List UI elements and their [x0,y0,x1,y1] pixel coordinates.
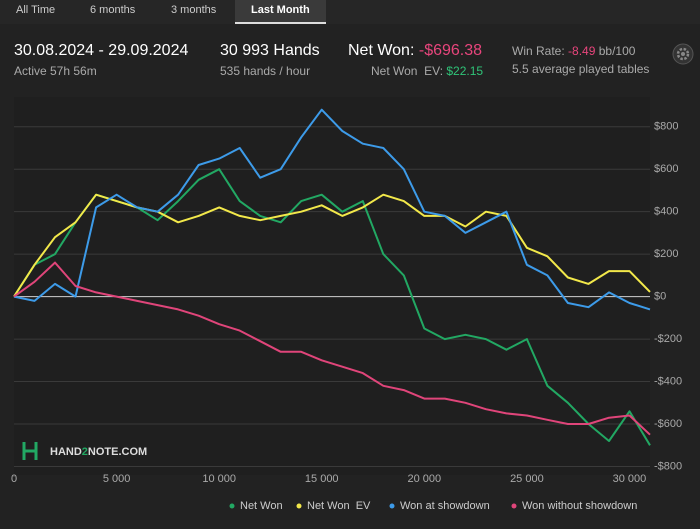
logo-part: NOTE.COM [88,446,147,458]
tab[interactable]: 3 months [171,4,217,16]
settings-icon[interactable] [672,43,694,65]
logo-part: HAND [50,446,82,458]
y-tick-label: $800 [654,121,678,133]
series-line [13,193,651,298]
y-tick-label: $0 [654,291,666,303]
x-tick-label: 25 000 [510,473,544,485]
legend-marker [296,503,302,509]
x-tick-label: 20 000 [407,473,441,485]
tab[interactable]: 6 months [90,4,136,16]
tab[interactable]: All Time [16,4,56,16]
logo-icon [22,442,38,460]
logo-part: 2 [82,446,88,458]
y-tick-label: $200 [654,248,678,260]
y-tick-label: $600 [654,163,678,175]
x-tick-label: 15 000 [305,473,339,485]
y-tick-label: $400 [654,206,678,218]
date-range: 30.08.2024 - 29.09.2024 [14,42,189,59]
series-line [13,261,651,436]
legend-label: Net Won [240,500,283,512]
x-tick-label: 10 000 [202,473,236,485]
win-rate: Win Rate: -8.49 bb/100 [512,44,635,58]
label: Win Rate: [512,44,565,58]
value: -$696.38 [418,42,483,59]
y-tick-label: -$400 [654,375,682,387]
series-line [13,108,651,311]
label: Net Won EV: [371,64,444,78]
x-tick-label: 30 000 [613,473,647,485]
net-won-ev: Net Won EV: $22.15 [371,64,483,78]
legend-marker [229,503,235,509]
unit: bb/100 [598,44,636,58]
value: $22.15 [446,64,484,78]
label: Net Won: [348,42,415,59]
y-tick-label: -$600 [654,418,682,430]
y-tick-label: -$800 [654,460,682,472]
x-tick-label: 5 000 [103,473,131,485]
value: -8.49 [568,44,596,58]
logo: HAND2NOTE.COM [22,442,147,460]
y-tick-label: -$200 [654,333,682,345]
legend-label: Won without showdown [522,500,637,512]
net-won: Net Won: -$696.38 [348,42,482,60]
x-tick-label: 0 [11,473,17,485]
hands: 30 993 Hands [220,42,320,59]
legend-label: Net Won EV [307,500,371,512]
tab[interactable]: Last Month [235,0,326,24]
tables: 5.5 average played tables [512,62,650,76]
active-time: Active 57h 56m [14,64,97,78]
legend-marker [389,503,395,509]
legend-label: Won at showdown [400,500,490,512]
plot-area [14,97,650,475]
logo-text: HAND2NOTE.COM [50,446,147,458]
hands-per-hour: 535 hands / hour [220,64,311,78]
legend-marker [511,503,517,509]
tab-bar: All Time 6 months 3 months Last Month [0,0,700,24]
